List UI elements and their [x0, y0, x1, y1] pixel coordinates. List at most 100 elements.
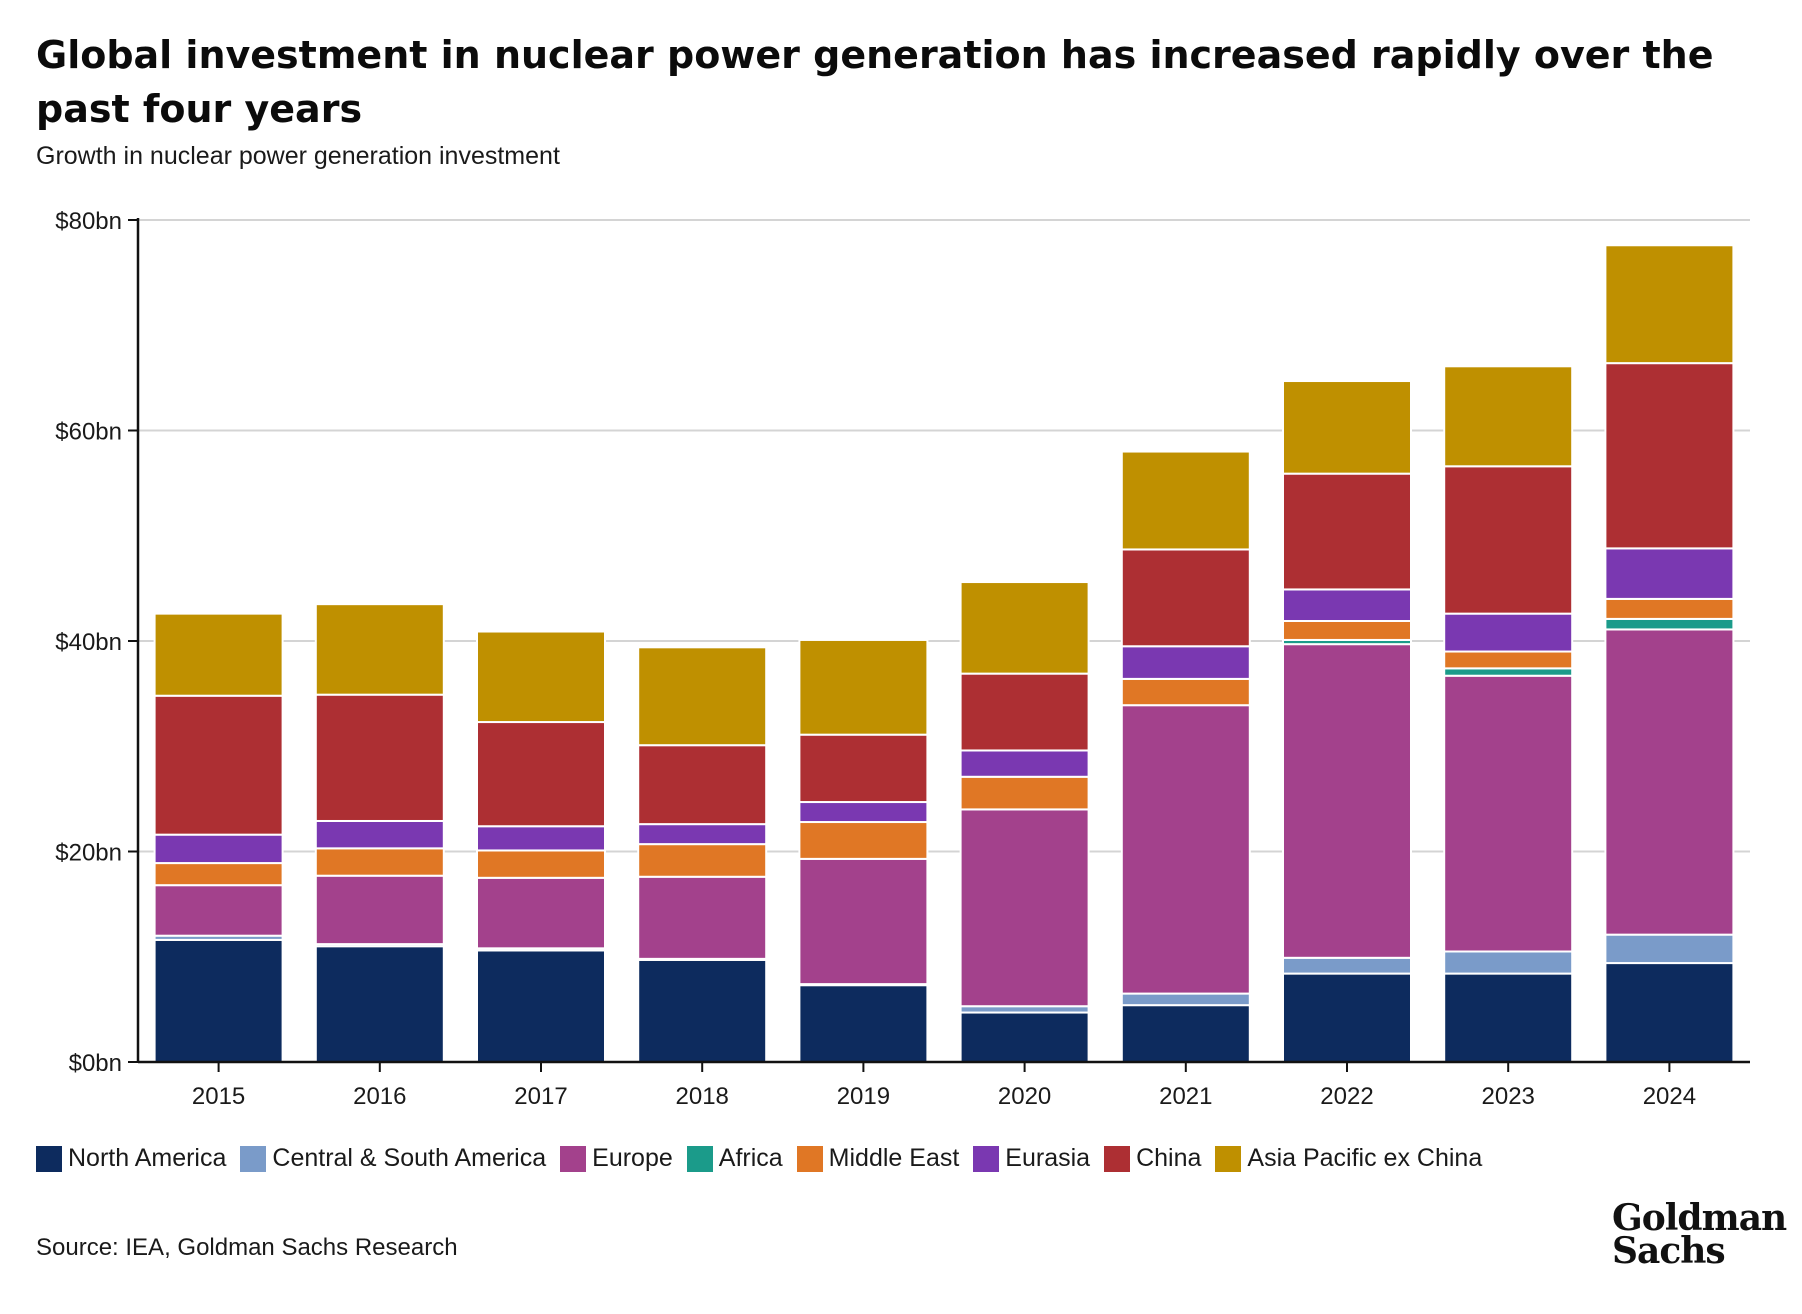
bar-segment-eurasia: [153, 833, 284, 865]
bar-segment-eurasia: [476, 825, 606, 852]
y-tick-label: $60bn: [55, 419, 122, 446]
bar-segment-china: [798, 733, 929, 804]
bar-segment-europe: [476, 876, 606, 950]
source-note: Source: IEA, Goldman Sachs Research: [36, 1234, 458, 1261]
bar-segment-europe: [637, 875, 768, 960]
bar-segment-china: [1604, 362, 1735, 550]
y-tick-label: $40bn: [55, 629, 122, 656]
bar-segment-north-america: [314, 945, 445, 1063]
chart-subtitle: Growth in nuclear power generation inves…: [36, 142, 560, 170]
legend-swatch: [796, 1145, 823, 1172]
x-tick-label: 2016: [353, 1083, 406, 1110]
goldman-sachs-logo: Goldman Sachs: [1612, 1200, 1787, 1269]
legend-swatch: [240, 1145, 267, 1172]
chart-legend: North America Central & South America Euro…: [36, 1144, 1496, 1173]
bar-segment-europe: [1282, 643, 1412, 959]
legend-label: North America: [68, 1144, 227, 1172]
legend-swatch: [973, 1145, 1000, 1172]
x-tick-label: 2022: [1320, 1083, 1373, 1110]
bar-segment-middle-east: [1282, 620, 1412, 641]
bar-segment-europe: [798, 857, 929, 986]
legend-swatch: [36, 1145, 62, 1172]
bar-segment-eurasia: [959, 749, 1090, 778]
legend-swatch: [560, 1145, 587, 1172]
bar-segment-eurasia: [1604, 547, 1735, 600]
bar-segment-eurasia: [637, 823, 768, 846]
bar-segment-europe: [314, 874, 445, 946]
bar-segment-middle-east: [314, 847, 445, 877]
bar-segment-china: [959, 672, 1090, 752]
legend-item: Central & South America: [240, 1144, 546, 1173]
y-tick-label: $20bn: [55, 840, 122, 867]
legend-item: North America: [36, 1144, 226, 1173]
x-tick-label: 2020: [998, 1083, 1051, 1110]
legend-label: Central & South America: [272, 1144, 547, 1172]
bar-segment-north-america: [1604, 962, 1735, 1063]
bar-segment-china: [637, 744, 768, 826]
bar-segment-europe: [153, 884, 284, 937]
legend-item: Africa: [686, 1144, 783, 1173]
bar-segment-asia-pacific-ex-china: [1120, 450, 1251, 551]
bar-segment-middle-east: [1120, 677, 1251, 707]
bar-segment-asia-pacific-ex-china: [1282, 380, 1412, 475]
bar-segment-china: [1120, 548, 1251, 648]
legend-item: Europe: [560, 1144, 673, 1173]
legend-label: China: [1136, 1144, 1202, 1172]
bar-segment-asia-pacific-ex-china: [1443, 365, 1574, 468]
legend-item: China: [1104, 1144, 1201, 1173]
bar-segment-china: [153, 694, 284, 836]
bar-segment-europe: [1120, 704, 1251, 995]
bar-segment-middle-east: [637, 843, 768, 878]
legend-label: Eurasia: [1005, 1144, 1091, 1172]
bar-segment-asia-pacific-ex-china: [476, 630, 606, 724]
legend-label: Europe: [592, 1144, 673, 1172]
bar-segment-eurasia: [314, 819, 445, 850]
bar-segment-central-south-america: [1282, 956, 1412, 975]
bar-segment-china: [1282, 472, 1412, 591]
bar-segment-africa: [1604, 617, 1735, 631]
bar-segment-middle-east: [959, 775, 1090, 811]
legend-label: Middle East: [828, 1144, 960, 1172]
bar-segment-central-south-america: [1120, 992, 1251, 1007]
y-tick-label: $0bn: [69, 1050, 122, 1077]
legend-item: Asia Pacific ex China: [1215, 1144, 1482, 1173]
legend-label: Asia Pacific ex China: [1247, 1144, 1483, 1172]
bar-segment-middle-east: [798, 821, 929, 860]
x-tick-label: 2017: [514, 1083, 567, 1110]
y-tick-label: $80bn: [55, 208, 122, 235]
stacked-bar-chart: $0bn $20bn $40bn $60bn $80bn 2015 2016 2017 2018…: [55, 208, 1750, 1110]
bar-segment-africa: [1443, 667, 1574, 677]
bar-segment-north-america: [1120, 1004, 1251, 1063]
x-tick-label: 2019: [837, 1083, 890, 1110]
chart-title: Global investment in nuclear power gener…: [36, 33, 1714, 131]
bar-segment-north-america: [1443, 972, 1574, 1064]
bar-segment-north-america: [476, 949, 606, 1063]
x-tick-label: 2015: [192, 1083, 245, 1110]
legend-item: Middle East: [796, 1144, 960, 1173]
bar-segment-central-south-america: [1443, 950, 1574, 975]
bar-segment-china: [314, 693, 445, 822]
bar-segment-asia-pacific-ex-china: [314, 603, 445, 696]
x-tick-label: 2018: [676, 1083, 729, 1110]
bar-segment-asia-pacific-ex-china: [798, 638, 929, 736]
bar-segment-eurasia: [798, 801, 929, 824]
bar-segment-north-america: [1282, 972, 1412, 1064]
bar-segment-middle-east: [153, 862, 284, 887]
legend-swatch: [1215, 1145, 1242, 1172]
legend-swatch: [686, 1145, 713, 1172]
bar-segment-europe: [1443, 674, 1574, 953]
bar-segment-europe: [1604, 628, 1735, 936]
bar-segment-asia-pacific-ex-china: [1604, 244, 1735, 365]
x-tick-label: 2021: [1159, 1083, 1212, 1110]
bar-segment-china: [476, 721, 606, 828]
bar-segment-north-america: [153, 938, 284, 1063]
x-tick-label: 2023: [1482, 1083, 1535, 1110]
bar-segment-middle-east: [1604, 597, 1735, 620]
bar-segment-asia-pacific-ex-china: [153, 612, 284, 697]
x-tick-label: 2024: [1643, 1083, 1696, 1110]
bar-segment-middle-east: [1443, 650, 1574, 670]
bar-segment-middle-east: [476, 849, 606, 879]
bar-segment-eurasia: [1282, 588, 1412, 623]
bar-segment-north-america: [637, 958, 768, 1063]
legend-item: Eurasia: [973, 1144, 1090, 1173]
